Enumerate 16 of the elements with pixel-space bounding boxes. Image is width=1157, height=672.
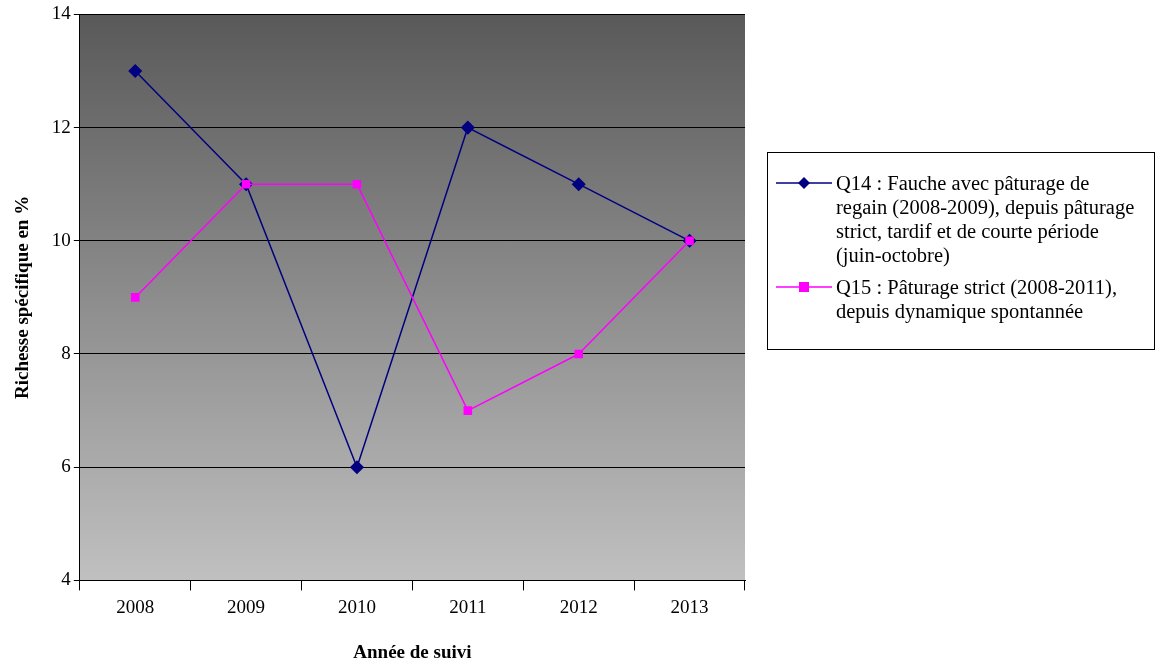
x-tick-label: 2010 [337,595,376,617]
y-tick-label: 12 [51,115,71,137]
y-tick-label: 14 [51,2,72,24]
x-tick-label: 2013 [670,595,709,617]
x-tick-label: 2011 [449,595,487,617]
x-tick-label: 2012 [559,595,598,617]
y-tick-label: 8 [61,341,71,363]
x-axis-title: Année de suivi [353,640,472,662]
y-tick-label: 4 [61,568,72,590]
legend-label: Q15 : Pâturage strict (2008-2011), depuis dynamique spontannée [836,275,1119,323]
y-tick-label: 10 [51,228,71,250]
y-axis-title: Richesse spécifique en % [11,195,33,399]
x-tick-label: 2009 [227,595,266,617]
legend-label: Q14 : Fauche avec pâturage de regain (2008-2009), depuis pâturage strict, tardif et de courte période (juin-octobre) [836,171,1136,267]
x-tick-label: 2008 [116,595,155,617]
y-tick-label: 6 [61,455,71,477]
